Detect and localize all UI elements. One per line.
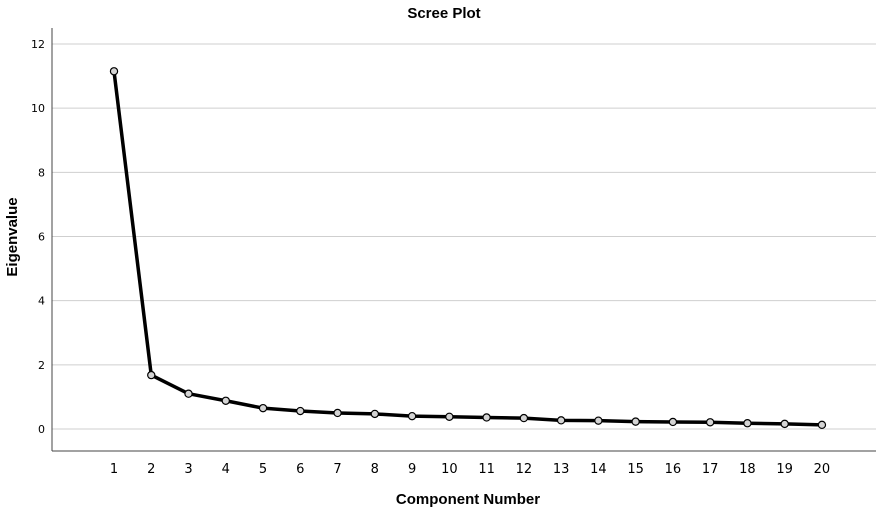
x-tick-label-5: 5 xyxy=(259,462,267,477)
x-tick-label-3: 3 xyxy=(184,462,192,477)
x-tick-label-4: 4 xyxy=(222,462,230,477)
y-tick-label-0: 0 xyxy=(38,423,45,436)
data-point-13 xyxy=(556,416,566,425)
x-tick-label-15: 15 xyxy=(627,462,644,477)
data-point-8 xyxy=(370,409,380,419)
data-point-2 xyxy=(147,370,156,380)
chart-title: Scree Plot xyxy=(407,5,480,22)
x-tick-label-2: 2 xyxy=(147,462,155,477)
x-tick-labels: 1 2 3 4 5 6 7 8 9 10 11 12 13 14 15 16 17 18 19 20 xyxy=(110,462,830,477)
x-tick-label-6: 6 xyxy=(296,462,304,477)
x-tick-label-13: 13 xyxy=(553,462,570,477)
x-axis-label: Component Number xyxy=(396,491,540,508)
data-point-6 xyxy=(296,406,305,416)
data-point-18 xyxy=(743,419,752,428)
x-tick-label-19: 19 xyxy=(776,462,793,477)
data-point-20 xyxy=(817,420,827,430)
data-point-5 xyxy=(258,403,268,413)
x-tick-label-17: 17 xyxy=(702,462,719,477)
data-point-11 xyxy=(482,413,491,422)
x-tick-label-20: 20 xyxy=(814,462,831,477)
y-tick-label-2: 2 xyxy=(38,359,45,372)
data-point-14 xyxy=(594,416,603,425)
data-point-9 xyxy=(407,411,417,421)
data-point-15 xyxy=(631,417,640,426)
x-tick-label-8: 8 xyxy=(371,462,379,477)
eigenvalue-line xyxy=(112,71,822,427)
data-point-16 xyxy=(668,417,678,427)
y-tick-label-4: 4 xyxy=(38,295,45,308)
data-point-19 xyxy=(780,419,789,429)
eigenvalue-points xyxy=(109,67,827,430)
data-point-7 xyxy=(333,408,342,418)
x-tick-label-14: 14 xyxy=(590,462,607,477)
x-tick-label-16: 16 xyxy=(665,462,682,477)
x-tick-label-11: 11 xyxy=(478,462,495,477)
x-tick-label-10: 10 xyxy=(441,462,458,477)
y-tick-label-12: 12 xyxy=(31,38,45,51)
data-point-1 xyxy=(109,67,119,76)
y-tick-label-8: 8 xyxy=(38,166,45,179)
x-tick-label-9: 9 xyxy=(408,462,416,477)
y-axis-label: Eigenvalue xyxy=(4,197,21,276)
data-point-17 xyxy=(705,418,715,427)
x-tick-label-12: 12 xyxy=(516,462,533,477)
data-point-4 xyxy=(221,396,230,405)
y-tick-label-10: 10 xyxy=(31,102,45,115)
y-tick-label-6: 6 xyxy=(38,231,45,244)
x-tick-label-7: 7 xyxy=(333,462,341,477)
x-tick-label-1: 1 xyxy=(110,462,118,477)
y-tick-labels: 0 2 4 6 8 10 12 xyxy=(31,38,45,436)
data-point-12 xyxy=(519,413,529,423)
x-tick-label-18: 18 xyxy=(739,462,756,477)
gridlines xyxy=(52,43,876,430)
data-point-3 xyxy=(184,389,193,398)
data-point-10 xyxy=(445,412,454,422)
